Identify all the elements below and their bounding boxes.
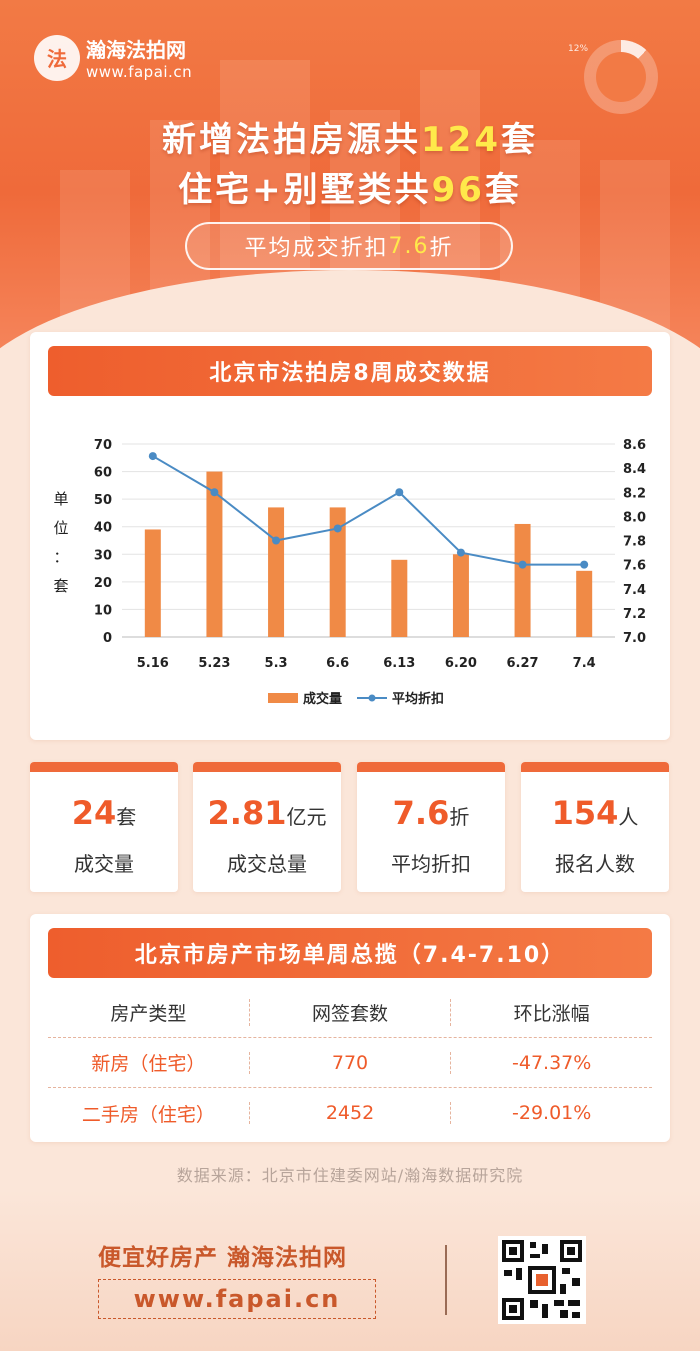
y-tick-left: 10 — [94, 603, 112, 618]
y-tick-right: 8.0 — [623, 510, 646, 525]
y-tick-left: 40 — [94, 521, 112, 536]
stat-card-total: 2.81亿元 成交总量 — [193, 762, 341, 892]
line-point — [333, 524, 342, 533]
headline-line-1: 新增法拍房源共124套 — [162, 120, 538, 160]
legend-swatch-point — [368, 694, 376, 702]
brand-url: www.fapai.cn — [86, 63, 193, 81]
footer-url[interactable]: www.fapai.cn — [98, 1279, 376, 1319]
x-tick-label: 7.4 — [573, 656, 596, 671]
y-tick-left: 30 — [94, 548, 112, 563]
market-card: 北京市房产市场单周总揽（7.4-7.10） — [30, 914, 670, 1142]
hero-banner — [0, 0, 700, 350]
y-tick-right: 7.4 — [623, 583, 646, 598]
market-title: 北京市房产市场单周总揽（7.4-7.10） — [48, 928, 652, 978]
line-point — [272, 536, 281, 545]
bar — [452, 554, 469, 637]
stat-card-volume: 24套 成交量 — [30, 762, 178, 892]
y-axis-unit: ： — [53, 548, 68, 566]
headline-line-2: 住宅+别墅类共96套 — [178, 170, 522, 210]
y-tick-left: 0 — [103, 631, 112, 646]
y-tick-left: 20 — [94, 576, 112, 591]
x-tick-label: 6.13 — [383, 656, 415, 671]
y-tick-right: 7.2 — [623, 607, 646, 622]
chart-card: 北京市法拍房8周成交数据 0 10 20 30 40 50 60 70 7.0 7.2 7.4 7.6… — [30, 332, 670, 740]
x-tick-label: 5.3 — [265, 656, 288, 671]
x-tick-label: 5.23 — [198, 656, 230, 671]
brand-logo[interactable]: 法 瀚海法拍网 www.fapai.cn — [34, 34, 192, 81]
line-point — [456, 548, 465, 557]
bar — [206, 471, 223, 637]
y-tick-left: 60 — [94, 466, 112, 481]
stat-card-applicants: 154人 报名人数 — [521, 762, 669, 892]
y-tick-right: 8.6 — [623, 438, 646, 453]
y-tick-right: 8.4 — [623, 462, 646, 477]
x-tick-label: 6.27 — [507, 656, 539, 671]
y-axis-unit: 单 — [53, 490, 68, 508]
combo-chart: 0 10 20 30 40 50 60 70 7.0 7.2 7.4 7.6 7.8 8.0 8.2 8.4 8… — [53, 438, 646, 707]
seal-icon: 法 — [34, 34, 80, 81]
stat-card-discount: 7.6折 平均折扣 — [357, 762, 505, 892]
donut-percent: 12% — [568, 44, 589, 54]
line-point — [395, 488, 404, 497]
donut-chart-icon — [584, 40, 658, 114]
legend-label: 平均折扣 — [392, 691, 444, 707]
bar — [144, 529, 161, 637]
x-tick-label: 6.6 — [326, 656, 349, 671]
x-tick-label: 5.16 — [137, 656, 169, 671]
y-tick-left: 70 — [94, 438, 112, 453]
y-tick-left: 50 — [94, 493, 112, 508]
legend-label: 成交量 — [303, 691, 342, 707]
qr-code-icon[interactable] — [498, 1236, 586, 1324]
y-tick-right: 7.6 — [623, 559, 646, 574]
x-tick-label: 6.20 — [445, 656, 477, 671]
line-point — [148, 452, 157, 461]
bar — [514, 523, 531, 637]
bar — [268, 507, 285, 637]
bar — [391, 559, 408, 637]
y-axis-unit: 位 — [53, 519, 68, 537]
y-tick-right: 7.8 — [623, 535, 646, 550]
data-source: 数据来源：北京市住建委网站/瀚海数据研究院 — [176, 1166, 524, 1185]
table-header-row: 房产类型 网签套数 环比涨幅 — [48, 988, 652, 1038]
footer-slogan: 便宜好房产 瀚海法拍网 — [98, 1245, 348, 1271]
brand-name: 瀚海法拍网 — [86, 38, 186, 62]
series-line — [152, 455, 585, 566]
legend-swatch-bar — [268, 693, 298, 703]
table-row: 新房（住宅） 770 -47.37% — [48, 1038, 652, 1088]
chart-title: 北京市法拍房8周成交数据 — [48, 346, 652, 396]
bar — [329, 507, 346, 637]
y-tick-right: 8.2 — [623, 486, 646, 501]
y-axis-unit: 套 — [53, 577, 68, 595]
bar — [576, 570, 593, 637]
line-point — [210, 488, 219, 497]
table-row: 二手房（住宅） 2452 -29.01% — [48, 1088, 652, 1138]
line-point — [518, 560, 527, 569]
discount-pill: 平均成交折扣 7.6 折 — [185, 222, 513, 270]
market-table: 房产类型 网签套数 环比涨幅 新房（住宅） 770 -47.37% 二手房（住宅… — [48, 988, 652, 1138]
line-point — [580, 560, 589, 569]
y-tick-right: 7.0 — [623, 631, 646, 646]
